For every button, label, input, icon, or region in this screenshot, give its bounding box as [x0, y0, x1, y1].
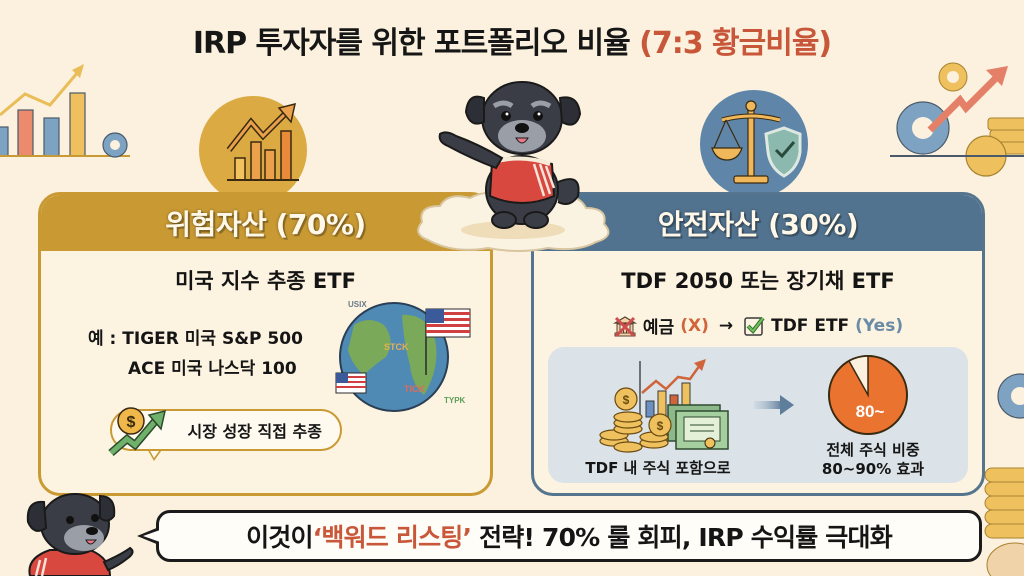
- us-flag-icon: [335, 372, 367, 394]
- strategy-banner: 이것이 ‘백워드 리스팅’ 전략! 70% 룰 회피, IRP 수익률 극대화: [156, 510, 982, 562]
- banner-highlight: ‘백워드 리스팅’: [312, 523, 472, 552]
- globe-label: USIX: [348, 300, 367, 309]
- svg-text:$: $: [657, 419, 664, 433]
- etf-examples: 예 : TIGER 미국 S&P 500 ACE 미국 나스닥 100: [88, 324, 303, 384]
- scale-shield-icon: [711, 100, 802, 184]
- tdf-stock-included-label: TDF 내 주식 포함으로: [585, 459, 731, 477]
- dollar-growth-icon: $: [108, 407, 166, 457]
- pie-label: 80~: [856, 402, 885, 421]
- tdf-label: TDF ETF: [771, 315, 850, 336]
- banner-tail-inner: [143, 530, 160, 542]
- globe-label: TYPK: [444, 396, 466, 405]
- risk-icon-circle: [199, 96, 307, 204]
- coins-certificate-chart-icon: $ $: [599, 359, 729, 453]
- risk-panel-subtitle: 미국 지수 추종 ETF: [175, 269, 356, 293]
- globe-label: TICK: [404, 384, 425, 394]
- svg-text:$: $: [127, 414, 136, 431]
- arrow-right-icon: [754, 395, 794, 415]
- dog-mascot-icon: [438, 81, 582, 229]
- checkbox-checked-icon: [744, 316, 765, 336]
- bubble-tail-inner: [148, 447, 162, 458]
- page-title: IRP 투자자를 위한 포트폴리오 비율 (7:3 황금비율): [0, 18, 1024, 62]
- tdf-info-box: $ $ TDF 내 주식 포함으로 80~ 전체 주식 비중 80~90% 효과: [548, 347, 968, 483]
- decor-coins-icon: [984, 373, 1024, 576]
- dog-mascot-small-icon: [26, 493, 134, 576]
- risk-panel-header: 위험자산 (70%): [41, 195, 490, 251]
- decor-gear-arrow-icon: [890, 62, 1024, 177]
- safe-panel-subtitle: TDF 2050 또는 장기채 ETF: [621, 269, 895, 293]
- example-item: ACE 미국 나스닥 100: [128, 359, 297, 379]
- safe-panel-header: 안전자산 (30%): [534, 195, 982, 251]
- bar-chart-up-icon: [226, 102, 299, 181]
- example-item: TIGER 미국 S&P 500: [122, 329, 303, 349]
- banner-suffix: 전략! 70% 룰 회피, IRP 수익률 극대화: [471, 523, 893, 552]
- stock-ratio-line1: 전체 주식 비중: [826, 441, 920, 459]
- us-flag-icon: [425, 308, 471, 338]
- tdf-mark: (Yes): [855, 315, 904, 336]
- example-prefix: 예 :: [88, 329, 123, 349]
- title-main: IRP 투자자를 위한 포트폴리오 비율: [192, 26, 640, 61]
- title-highlight: (7:3 황금비율): [639, 26, 832, 61]
- deposit-mark: (X): [680, 315, 709, 336]
- stock-ratio-line2: 80~90% 효과: [821, 460, 925, 478]
- svg-text:$: $: [623, 393, 630, 407]
- decor-bar-chart-icon: [0, 64, 130, 158]
- deposit-vs-tdf-row: 예금 (X) → TDF ETF (Yes): [534, 313, 982, 338]
- bubble-text: 시장 성장 직접 추종: [187, 422, 322, 441]
- banner-prefix: 이것이: [246, 523, 313, 552]
- globe-icon: STCK TICK USIX TYPK: [335, 300, 471, 412]
- deposit-label: 예금: [642, 318, 675, 338]
- globe-label: STCK: [384, 342, 409, 352]
- pie-chart-icon: 80~: [828, 355, 908, 435]
- stock-ratio-effect-label: 전체 주식 비중 80~90% 효과: [798, 441, 948, 479]
- risk-asset-panel: 위험자산 (70%) 미국 지수 추종 ETF 예 : TIGER 미국 S&P…: [38, 192, 493, 496]
- arrow-right-icon: →: [718, 315, 734, 336]
- bank-crossed-icon: [612, 315, 637, 337]
- safe-icon-circle: [700, 90, 808, 198]
- safe-asset-panel: 안전자산 (30%) TDF 2050 또는 장기채 ETF 예금 (X) → …: [531, 192, 985, 496]
